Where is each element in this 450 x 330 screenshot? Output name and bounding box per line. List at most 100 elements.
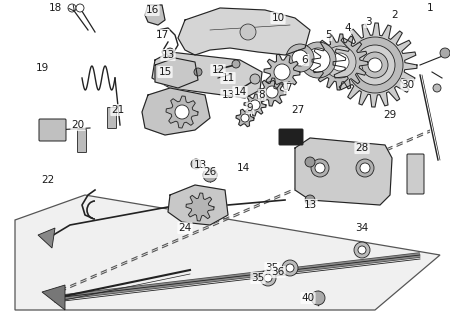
Text: 9: 9 xyxy=(247,103,253,113)
Circle shape xyxy=(305,157,315,167)
Circle shape xyxy=(315,163,325,173)
Circle shape xyxy=(175,105,189,119)
Text: 18: 18 xyxy=(49,3,62,13)
FancyBboxPatch shape xyxy=(77,129,86,152)
Circle shape xyxy=(286,44,314,72)
Circle shape xyxy=(282,260,298,276)
Circle shape xyxy=(266,86,278,98)
Text: 26: 26 xyxy=(203,167,216,177)
Text: 40: 40 xyxy=(302,293,315,303)
Circle shape xyxy=(311,291,325,305)
Polygon shape xyxy=(295,138,392,205)
Polygon shape xyxy=(38,228,55,248)
Circle shape xyxy=(354,242,370,258)
Circle shape xyxy=(358,246,366,254)
FancyBboxPatch shape xyxy=(39,119,66,141)
Text: 7: 7 xyxy=(285,83,291,93)
Circle shape xyxy=(264,274,272,282)
Circle shape xyxy=(433,84,441,92)
Text: 36: 36 xyxy=(271,267,284,277)
Text: 4: 4 xyxy=(345,23,351,33)
Circle shape xyxy=(260,270,276,286)
Circle shape xyxy=(76,4,84,12)
Polygon shape xyxy=(312,34,368,90)
Polygon shape xyxy=(186,193,214,221)
Circle shape xyxy=(311,159,329,177)
Polygon shape xyxy=(333,23,417,107)
Text: 13: 13 xyxy=(221,90,234,100)
Circle shape xyxy=(356,159,374,177)
Circle shape xyxy=(440,48,450,58)
Circle shape xyxy=(191,159,201,169)
Text: 12: 12 xyxy=(212,65,225,75)
Polygon shape xyxy=(155,58,198,88)
Text: 1: 1 xyxy=(427,3,433,13)
Polygon shape xyxy=(152,52,262,98)
Text: 13: 13 xyxy=(303,200,317,210)
Text: 30: 30 xyxy=(401,80,414,90)
Text: 8: 8 xyxy=(259,90,266,100)
Polygon shape xyxy=(166,96,198,128)
Text: 11: 11 xyxy=(221,73,234,83)
Circle shape xyxy=(274,64,290,80)
FancyBboxPatch shape xyxy=(407,154,424,194)
Text: 2: 2 xyxy=(392,10,398,20)
Text: 22: 22 xyxy=(41,175,54,185)
Circle shape xyxy=(305,195,315,205)
Polygon shape xyxy=(145,5,165,25)
Polygon shape xyxy=(258,78,286,106)
Circle shape xyxy=(368,58,382,72)
Text: 24: 24 xyxy=(178,223,192,233)
Circle shape xyxy=(300,42,336,78)
Polygon shape xyxy=(264,54,300,90)
Circle shape xyxy=(355,45,395,85)
Circle shape xyxy=(292,50,308,66)
Text: 17: 17 xyxy=(155,30,169,40)
Text: 20: 20 xyxy=(72,120,85,130)
Text: 13: 13 xyxy=(162,50,175,60)
Text: 27: 27 xyxy=(292,105,305,115)
Text: 34: 34 xyxy=(356,223,369,233)
Circle shape xyxy=(331,53,349,71)
Text: 21: 21 xyxy=(112,105,125,115)
Polygon shape xyxy=(42,285,65,310)
Polygon shape xyxy=(142,88,210,135)
Circle shape xyxy=(241,114,249,122)
Circle shape xyxy=(286,264,294,272)
Text: 14: 14 xyxy=(234,87,247,97)
Text: 28: 28 xyxy=(356,143,369,153)
Circle shape xyxy=(250,74,260,84)
Text: 3: 3 xyxy=(364,17,371,27)
Text: 35: 35 xyxy=(266,263,279,273)
Text: 13: 13 xyxy=(194,160,207,170)
Polygon shape xyxy=(168,185,228,225)
Circle shape xyxy=(203,168,217,182)
Circle shape xyxy=(306,48,330,72)
Text: 14: 14 xyxy=(236,163,250,173)
Circle shape xyxy=(194,68,202,76)
Text: 19: 19 xyxy=(36,63,49,73)
Text: 35: 35 xyxy=(252,273,265,283)
FancyBboxPatch shape xyxy=(279,129,303,145)
Circle shape xyxy=(250,100,260,110)
Circle shape xyxy=(191,96,199,104)
FancyBboxPatch shape xyxy=(108,108,117,128)
Polygon shape xyxy=(15,195,440,310)
Polygon shape xyxy=(244,94,266,116)
Text: 5: 5 xyxy=(325,30,331,40)
Circle shape xyxy=(166,48,174,56)
Circle shape xyxy=(347,37,403,93)
Text: 16: 16 xyxy=(145,5,158,15)
Circle shape xyxy=(232,60,240,68)
Text: 29: 29 xyxy=(383,110,396,120)
Polygon shape xyxy=(236,109,254,127)
Circle shape xyxy=(240,24,256,40)
Polygon shape xyxy=(178,8,310,55)
Circle shape xyxy=(362,52,388,78)
Text: 15: 15 xyxy=(158,67,171,77)
Circle shape xyxy=(324,46,356,78)
Text: 10: 10 xyxy=(271,13,284,23)
Circle shape xyxy=(68,4,76,12)
Circle shape xyxy=(360,163,370,173)
Text: 6: 6 xyxy=(302,55,308,65)
